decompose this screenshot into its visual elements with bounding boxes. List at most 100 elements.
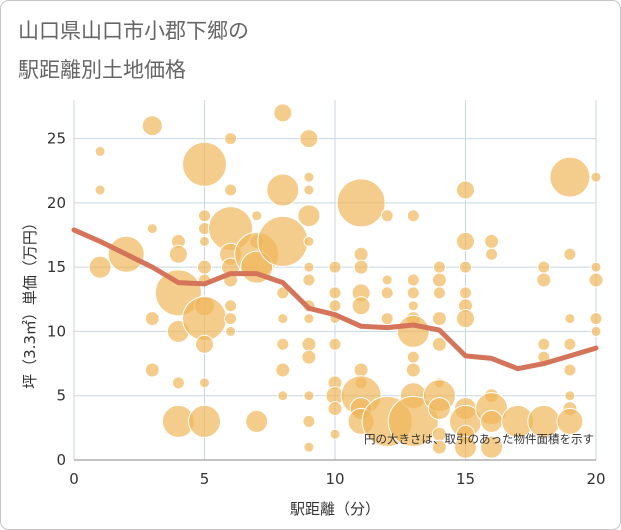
data-point xyxy=(266,173,300,207)
data-point xyxy=(328,337,342,351)
data-point xyxy=(484,233,500,249)
data-point xyxy=(257,215,309,267)
size-annotation: 円の大きさは、取引のあった物件面積を示す xyxy=(364,432,594,446)
data-point xyxy=(182,296,227,342)
y-tick-label: 25 xyxy=(47,130,66,148)
y-axis-label: 坪（3.3㎡）単価（万円） xyxy=(21,215,39,389)
data-point xyxy=(431,336,447,352)
data-point xyxy=(224,312,238,326)
data-point xyxy=(431,439,447,455)
data-point xyxy=(456,231,475,251)
data-point xyxy=(303,313,315,325)
data-point xyxy=(459,286,472,300)
data-point xyxy=(556,407,584,435)
data-point xyxy=(353,259,369,275)
data-point xyxy=(303,235,315,247)
x-tick-label: 5 xyxy=(200,470,210,488)
data-point xyxy=(171,376,185,390)
data-point xyxy=(406,273,420,287)
data-point xyxy=(224,132,238,146)
data-point xyxy=(406,209,420,223)
data-point xyxy=(536,272,552,288)
x-tick-label: 10 xyxy=(325,470,344,488)
y-tick-label: 20 xyxy=(47,194,66,212)
data-point xyxy=(198,209,211,223)
data-point xyxy=(563,247,577,261)
data-point xyxy=(251,210,263,222)
data-point xyxy=(302,414,316,428)
data-point xyxy=(406,350,420,364)
data-point xyxy=(590,261,602,273)
trend-layer xyxy=(71,227,599,372)
data-point xyxy=(380,209,394,223)
data-point xyxy=(276,286,290,300)
data-point xyxy=(146,223,158,235)
data-point xyxy=(303,390,315,402)
data-point xyxy=(303,184,315,196)
data-point xyxy=(456,309,475,329)
data-point xyxy=(301,336,317,352)
data-point xyxy=(195,334,214,354)
data-point xyxy=(564,390,576,402)
data-point xyxy=(141,115,163,137)
data-point xyxy=(301,349,317,365)
data-point xyxy=(329,428,341,440)
data-point xyxy=(407,300,419,312)
data-point xyxy=(277,313,289,325)
data-point xyxy=(427,397,451,421)
data-point xyxy=(432,260,446,274)
data-point xyxy=(387,395,439,447)
data-point xyxy=(94,145,106,157)
x-axis-label: 駅距離（分） xyxy=(290,500,380,518)
data-point xyxy=(327,401,343,417)
data-point xyxy=(537,260,551,274)
chart-title-line-1: 山口県山口市小郡下郷の xyxy=(18,19,249,43)
data-point xyxy=(590,171,602,183)
data-point xyxy=(245,409,269,433)
data-point xyxy=(224,299,238,313)
data-point xyxy=(549,156,591,198)
data-point xyxy=(275,362,291,378)
chart-title: 山口県山口市小郡下郷の 駅距離別土地価格 xyxy=(18,19,249,82)
data-point xyxy=(144,362,160,378)
data-point xyxy=(589,312,603,326)
data-point xyxy=(432,286,446,300)
data-point xyxy=(188,404,221,438)
data-point xyxy=(224,183,238,197)
data-point xyxy=(182,141,227,187)
data-point xyxy=(328,260,342,274)
data-point xyxy=(564,313,576,325)
chart-title-line-2: 駅距離別土地価格 xyxy=(18,58,186,82)
data-point xyxy=(277,390,289,402)
data-point xyxy=(588,272,604,288)
data-point xyxy=(303,261,315,273)
data-point xyxy=(454,435,477,459)
data-point xyxy=(303,441,315,453)
data-point xyxy=(328,286,342,300)
data-point xyxy=(380,312,394,326)
data-point xyxy=(303,171,315,183)
y-tick-label: 15 xyxy=(47,258,66,276)
data-point xyxy=(480,435,504,459)
bubble-layer xyxy=(88,103,604,459)
data-point xyxy=(431,311,447,327)
data-point xyxy=(199,377,210,389)
data-point xyxy=(199,235,210,247)
y-tick-label: 10 xyxy=(47,322,66,340)
data-point xyxy=(353,362,369,378)
data-point xyxy=(563,337,577,351)
data-point xyxy=(328,299,342,313)
data-point xyxy=(88,255,112,279)
data-point xyxy=(380,286,394,300)
data-point xyxy=(351,296,371,316)
data-point xyxy=(431,272,447,288)
data-point xyxy=(225,325,237,337)
data-point xyxy=(302,273,316,287)
data-point xyxy=(563,363,577,377)
y-tick-label: 5 xyxy=(56,387,66,405)
x-tick-label: 15 xyxy=(456,470,475,488)
data-point xyxy=(456,180,475,200)
data-point xyxy=(336,178,386,228)
